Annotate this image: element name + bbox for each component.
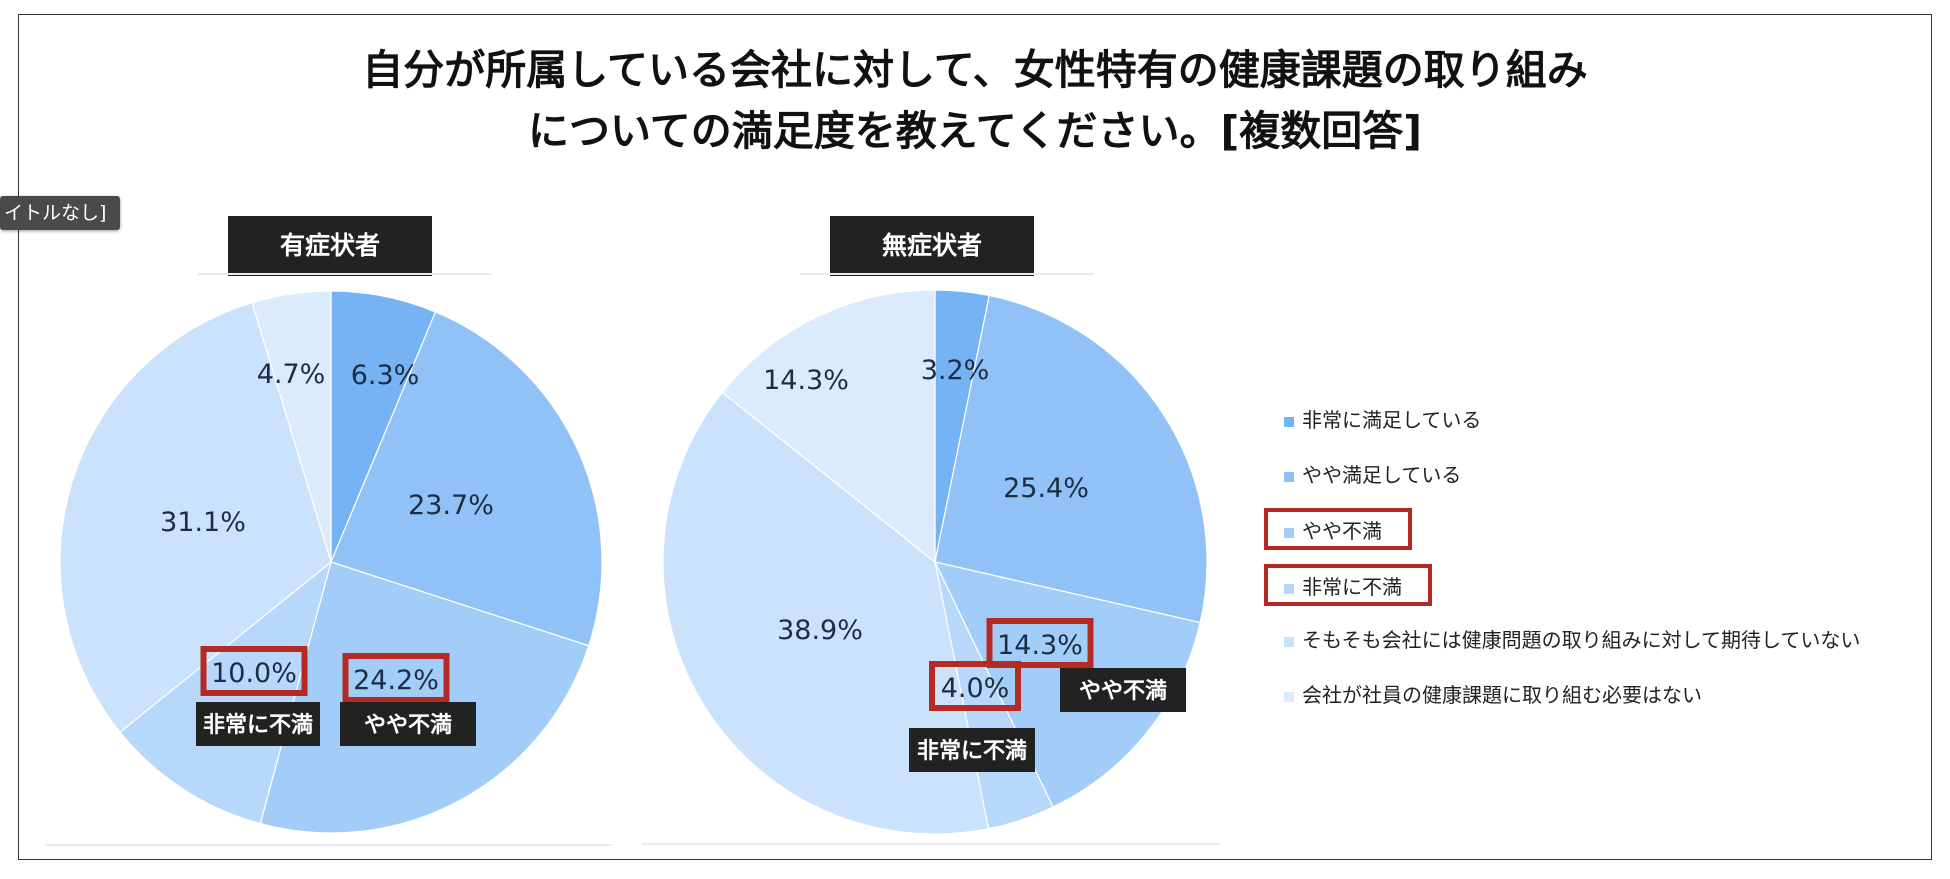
pie-2-highlight-box-4	[929, 661, 1021, 711]
pie-2-slice-5	[662, 391, 990, 835]
legend-swatch-2	[1284, 472, 1294, 482]
pie-1-slice-5	[59, 301, 332, 733]
legend-swatch-1	[1284, 417, 1294, 427]
legend-item-2: やや満足している	[1270, 453, 1461, 493]
pie-1-highlight-box-4	[200, 646, 308, 696]
pie-1-data-label-3: 24.2%	[353, 665, 439, 696]
legend-label-6: 会社が社員の健康課題に取り組む必要はない	[1302, 682, 1702, 707]
chart-title: 自分が所属している会社に対して、女性特有の健康課題の取り組み についての満足度を…	[0, 40, 1950, 162]
pie-2-data-label-5: 38.9%	[777, 615, 863, 646]
pie-2-data-label-3: 14.3%	[997, 630, 1083, 661]
pie-2-bottom-rule	[642, 843, 1220, 845]
legend-item-4: 非常に不満	[1264, 564, 1432, 606]
pie-1-slice-6	[251, 290, 332, 563]
pie-1-data-label-5: 31.1%	[160, 507, 246, 538]
pie-2-top-rule	[800, 273, 1094, 275]
pie-2-data-label-6: 14.3%	[763, 365, 849, 396]
pie-1-data-label-2: 23.7%	[408, 490, 494, 521]
pie-1-data-label-6: 4.7%	[257, 359, 326, 390]
pie-2-data-label-2: 25.4%	[1003, 473, 1089, 504]
pie-1-title: 有症状者	[228, 216, 432, 276]
pie-1-slice-2	[330, 311, 603, 647]
legend-label-1: 非常に満足している	[1302, 407, 1482, 432]
legend-item-5: そもそも会社には健康問題の取り組みに対して期待していない	[1270, 618, 1860, 658]
pie-1-data-label-1: 6.3%	[351, 360, 420, 391]
pie-2-callout-bg-1	[1060, 668, 1186, 712]
pie-2-callout-1: やや不満	[1079, 678, 1167, 704]
legend-swatch-3	[1284, 528, 1294, 538]
pie-1-callout-bg-2	[196, 702, 320, 746]
legend-item-1: 非常に満足している	[1270, 398, 1481, 438]
pie-2-callout-2: 非常に不満	[917, 738, 1027, 764]
pie-1-data-label-4: 10.0%	[211, 658, 297, 689]
pie-1-bottom-rule	[46, 844, 612, 846]
legend-label-5: そもそも会社には健康問題の取り組みに対して期待していない	[1302, 627, 1861, 652]
legend-label-4: 非常に不満	[1302, 574, 1402, 599]
pie-2-highlight-box-3	[986, 618, 1094, 668]
legend-swatch-5	[1284, 637, 1294, 647]
pie-1: 6.3% 23.7% 24.2% 10.0% 31.1% 4.7% やや不満 非常に不満	[59, 290, 603, 834]
legend-item-6: 会社が社員の健康課題に取り組む必要はない	[1270, 673, 1702, 713]
pie-2-slice-2	[934, 294, 1208, 624]
legend-swatch-4	[1284, 584, 1294, 594]
pie-2-data-label-1: 3.2%	[921, 355, 990, 386]
legend-item-3: やや不満	[1264, 508, 1412, 550]
pie-1-top-rule	[198, 273, 492, 275]
pie-1-highlight-box-3	[342, 653, 450, 703]
pie-2-data-label-4: 4.0%	[941, 673, 1010, 704]
pie-2-callout-bg-2	[909, 728, 1035, 772]
figure-frame	[18, 14, 1932, 860]
title-line-1: 自分が所属している会社に対して、女性特有の健康課題の取り組み	[362, 46, 1588, 94]
legend-label-2: やや満足している	[1302, 462, 1462, 487]
legend-label-3: やや不満	[1302, 518, 1382, 543]
title-line-2: についての満足度を教えてください。[複数回答]	[528, 107, 1422, 155]
pie-2-slice-6	[721, 289, 936, 564]
pie-2-title: 無症状者	[830, 216, 1034, 276]
pie-1-callout-2: 非常に不満	[203, 712, 313, 738]
legend-swatch-6	[1284, 692, 1294, 702]
pie-1-callout-bg-1	[340, 702, 476, 746]
pie-1-callout-1: やや不満	[364, 712, 452, 738]
tooltip: イトルなし]	[0, 196, 121, 230]
